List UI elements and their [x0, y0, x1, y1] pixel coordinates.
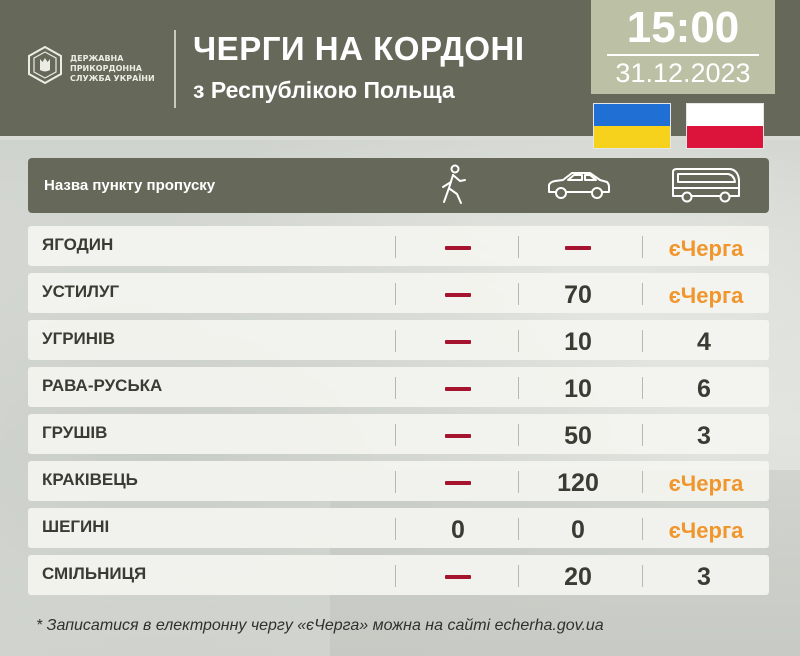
timestamp-box: 15:00 31.12.2023 [591, 0, 775, 94]
checkpoint-name: РАВА-РУСЬКА [42, 376, 163, 395]
bus-queue-value: 6 [697, 375, 711, 403]
agency-line: СЛУЖБА УКРАЇНИ [70, 74, 155, 83]
checkpoint-row: УГРИНІВ 10 4 [28, 320, 769, 360]
bus-queue-echerga: єЧерга [668, 236, 744, 261]
bus-queue-value: 3 [697, 563, 711, 591]
bus-queue-value: 3 [697, 422, 711, 450]
ukraine-flag-icon [593, 103, 671, 149]
checkpoint-row: ГРУШІВ 50 3 [28, 414, 769, 454]
pedestrian-queue-value: 0 [451, 516, 465, 544]
pedestrian-queue-dash [445, 340, 471, 344]
car-queue-value: 20 [564, 563, 592, 591]
bus-queue-value: 4 [697, 328, 711, 356]
checkpoint-column-header: Назва пункту пропуску [44, 177, 216, 194]
agency-line: ПРИКОРДОННА [70, 64, 142, 73]
bus-icon [670, 166, 742, 204]
checkpoint-row: ЯГОДИН єЧерга [28, 226, 769, 266]
checkpoint-name: ШЕГИНІ [42, 517, 110, 536]
checkpoint-row: КРАКІВЕЦЬ 120 єЧерга [28, 461, 769, 501]
checkpoint-name: УГРИНІВ [42, 329, 116, 348]
header-banner: ДЕРЖАВНА ПРИКОРДОННА СЛУЖБА УКРАЇНИ ЧЕРГ… [0, 0, 800, 136]
time-label: 15:00 [626, 3, 740, 52]
page-title: ЧЕРГИ НА КОРДОНІ [193, 30, 525, 67]
agency-name: ДЕРЖАВНА ПРИКОРДОННА СЛУЖБА УКРАЇНИ [70, 54, 180, 84]
date-label: 31.12.2023 [615, 58, 751, 88]
bus-queue-echerga: єЧерга [668, 471, 744, 496]
checkpoint-row: РАВА-РУСЬКА 10 6 [28, 367, 769, 407]
bus-queue-echerga: єЧерга [668, 283, 744, 308]
pedestrian-queue-dash [445, 575, 471, 579]
checkpoint-row: СМІЛЬНИЦЯ 20 3 [28, 555, 769, 595]
poland-flag-icon [686, 103, 764, 149]
checkpoint-name: УСТИЛУГ [42, 282, 120, 301]
car-queue-value: 10 [564, 375, 592, 403]
page-subtitle: з Республікою Польща [193, 77, 455, 103]
header-divider [174, 30, 176, 108]
checkpoint-row: ШЕГИНІ 0 0 єЧерга [28, 508, 769, 548]
car-queue-value: 120 [557, 469, 599, 497]
border-guard-emblem-icon [28, 45, 62, 85]
time-divider [607, 54, 759, 56]
footnote: * Записатися в електронну чергу «єЧерга»… [36, 617, 604, 634]
agency-line: ДЕРЖАВНА [70, 54, 124, 63]
bus-queue-echerga: єЧерга [668, 518, 744, 543]
car-icon [546, 170, 612, 200]
pedestrian-icon [438, 164, 468, 206]
car-queue-value: 70 [564, 281, 592, 309]
checkpoint-name: КРАКІВЕЦЬ [42, 470, 138, 489]
checkpoint-name: ЯГОДИН [42, 235, 114, 254]
checkpoint-name: СМІЛЬНИЦЯ [42, 564, 147, 583]
pedestrian-queue-dash [445, 246, 471, 250]
car-queue-value: 50 [564, 422, 592, 450]
checkpoint-name: ГРУШІВ [42, 423, 108, 442]
table-header: Назва пункту пропуску [28, 158, 769, 213]
car-queue-value: 10 [564, 328, 592, 356]
checkpoint-row: УСТИЛУГ 70 єЧерга [28, 273, 769, 313]
car-queue-dash [565, 246, 591, 250]
car-queue-value: 0 [571, 516, 585, 544]
pedestrian-queue-dash [445, 481, 471, 485]
pedestrian-queue-dash [445, 293, 471, 297]
pedestrian-queue-dash [445, 387, 471, 391]
pedestrian-queue-dash [445, 434, 471, 438]
